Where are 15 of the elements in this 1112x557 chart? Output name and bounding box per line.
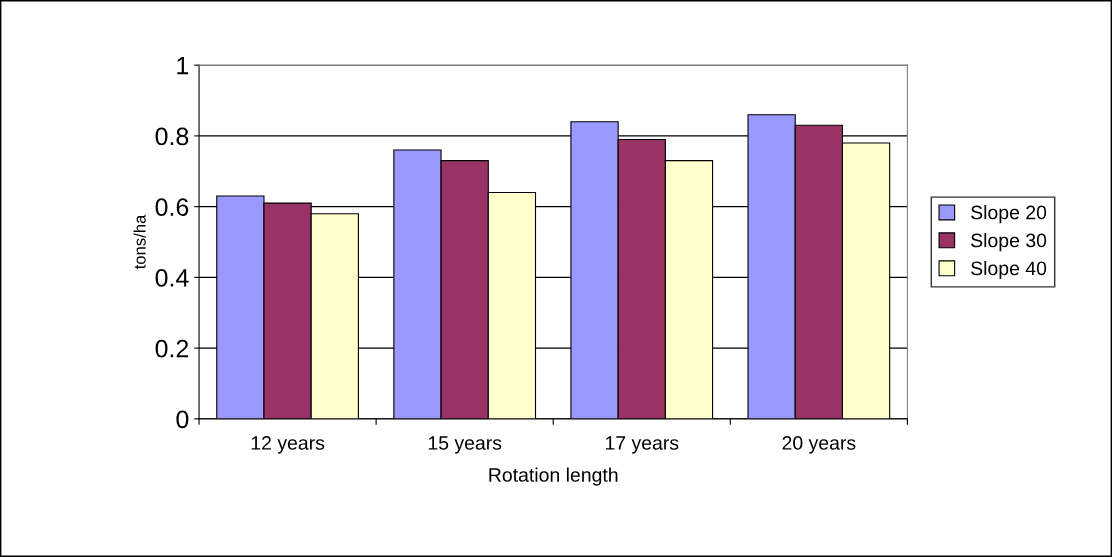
y-tick-label: 1 <box>177 57 189 75</box>
y-tick-label: 0.8 <box>155 127 189 146</box>
y-tick-label: 0 <box>176 410 189 429</box>
x-tick-label: 15 years <box>428 436 502 454</box>
legend-label: Slope 30 <box>971 233 1047 252</box>
legend-label: Slope 20 <box>971 205 1047 224</box>
x-tick-label: 20 years <box>782 436 856 454</box>
x-tick-label: 17 years <box>605 436 679 454</box>
y-tick-label: 0.6 <box>155 198 189 216</box>
y-tick-label: 0.4 <box>155 268 189 287</box>
x-axis-title: Rotation length <box>489 467 618 486</box>
y-axis-title: tons/ha <box>133 214 146 270</box>
x-tick-label: 12 years <box>251 436 325 454</box>
y-tick-label: 0.2 <box>155 339 189 358</box>
legend-label: Slope 40 <box>971 260 1047 280</box>
